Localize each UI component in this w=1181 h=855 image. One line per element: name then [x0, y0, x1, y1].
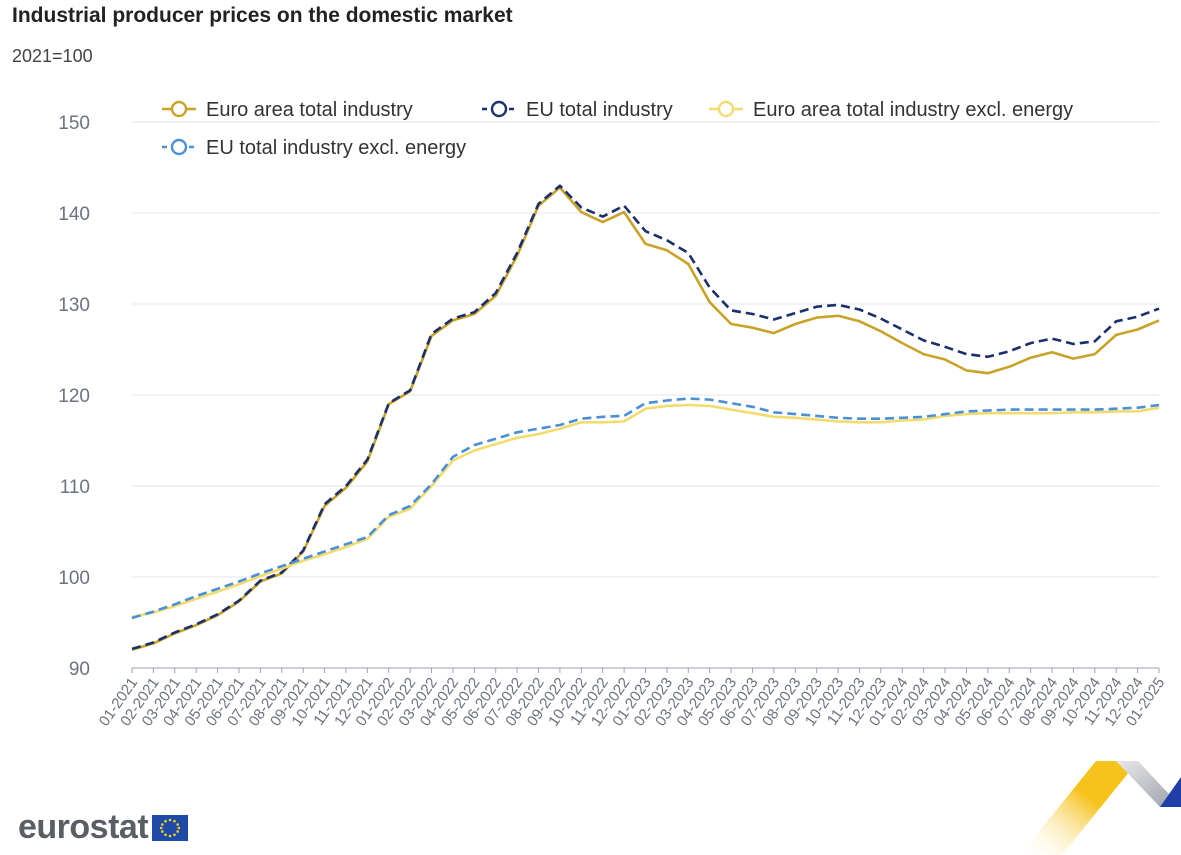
y-tick-label: 150: [58, 113, 90, 134]
eurostat-logo: eurostat: [18, 808, 189, 847]
chart-subtitle: 2021=100: [12, 46, 93, 66]
y-tick-label: 120: [58, 386, 90, 407]
legend-item-4[interactable]: EU total industry excl. energy: [162, 137, 466, 159]
legend-marker-icon: [490, 100, 508, 118]
legend-item-1[interactable]: Euro area total industry: [162, 99, 413, 121]
series-line-4: [131, 397, 1160, 620]
gridlines: [132, 121, 1159, 669]
legend-label: Euro area total industry excl. energy: [753, 99, 1073, 121]
y-tick-label: 130: [58, 295, 90, 316]
y-tick-label: 110: [60, 477, 90, 498]
legend-label: Euro area total industry: [206, 99, 413, 121]
eu-flag-icon: [152, 814, 189, 841]
chart-title: Industrial producer prices on the domest…: [12, 4, 513, 27]
y-tick-label: 90: [69, 659, 90, 680]
y-tick-label: 140: [58, 204, 90, 225]
legend-item-2[interactable]: EU total industry: [482, 99, 673, 121]
series-line-1: [131, 186, 1160, 652]
plot-area: [131, 184, 1160, 652]
legend-marker-icon: [170, 100, 188, 118]
y-axis: 90 100 110 120 130 140 150: [58, 113, 90, 680]
series-line-3: [131, 403, 1160, 619]
legend-marker-icon: [170, 138, 188, 156]
legend-item-3[interactable]: Euro area total industry excl. energy: [709, 99, 1073, 121]
corner-decoration: [1020, 761, 1181, 855]
x-axis: 01-202102-202103-202104-202105-202106-20…: [96, 667, 1168, 729]
legend: Euro area total industry EU total industr…: [162, 99, 1073, 159]
logo-text: eurostat: [18, 808, 149, 846]
legend-marker-icon: [717, 100, 735, 118]
series-line-2: [131, 184, 1160, 651]
legend-label: EU total industry excl. energy: [206, 137, 466, 159]
legend-label: EU total industry: [526, 99, 673, 121]
y-tick-label: 100: [58, 568, 90, 589]
